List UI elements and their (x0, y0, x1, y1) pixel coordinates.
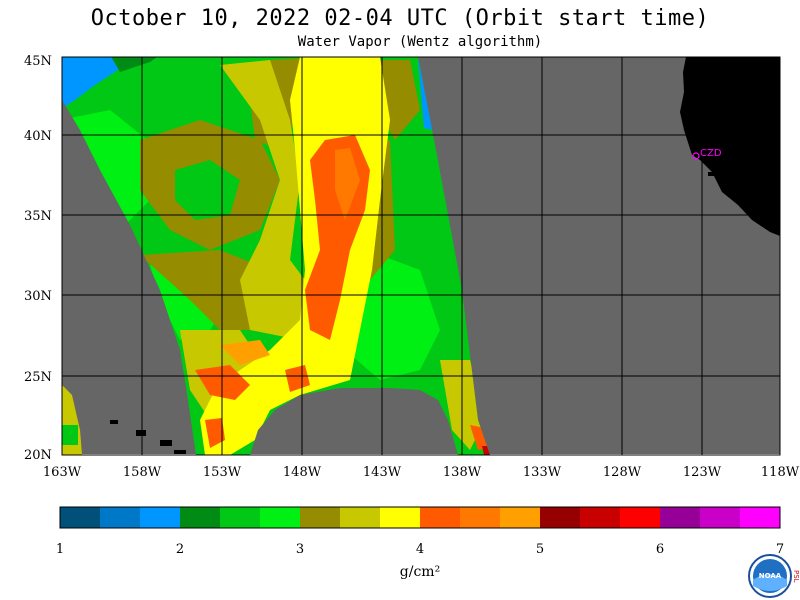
colorbar-tick-3: 3 (296, 542, 304, 557)
colorbar-cell (420, 507, 460, 528)
colorbar-cell (140, 507, 180, 528)
colorbar-tick-5: 5 (536, 542, 544, 557)
lon-label-118w: 118W (761, 465, 800, 480)
colorbar-cell (60, 507, 100, 528)
lon-label-153w: 153W (203, 465, 242, 480)
colorbar-cell (340, 507, 380, 528)
colorbar-tick-4: 4 (416, 542, 424, 557)
psl-side-text: PSL (792, 570, 800, 583)
colorbar-cell (300, 507, 340, 528)
colorbar-tick-2: 2 (176, 542, 184, 557)
colorbar (60, 507, 780, 528)
colorbar-tick-6: 6 (656, 542, 664, 557)
lon-label-133w: 133W (523, 465, 562, 480)
colorbar-cell (660, 507, 700, 528)
lon-label-163w: 163W (43, 465, 82, 480)
lat-label-25n: 25N (24, 370, 52, 385)
station-marker-icon (692, 152, 700, 160)
graticule (62, 57, 780, 455)
lat-label-40n: 40N (24, 129, 52, 144)
map-title: October 10, 2022 02-04 UTC (Orbit start … (90, 6, 710, 31)
lat-label-35n: 35N (24, 209, 52, 224)
colorbar-frame (59, 506, 781, 529)
lat-label-30n: 30N (24, 289, 52, 304)
colorbar-cell (580, 507, 620, 528)
map-subtitle: Water Vapor (Wentz algorithm) (297, 34, 543, 50)
colorbar-tick-1: 1 (56, 542, 64, 557)
lon-label-148w: 148W (283, 465, 322, 480)
land-mask (110, 57, 780, 454)
lon-label-158w: 158W (123, 465, 162, 480)
lon-label-143w: 143W (363, 465, 402, 480)
noaa-logo-icon: NOAA (748, 554, 792, 598)
colorbar-cell (220, 507, 260, 528)
lon-label-138w: 138W (443, 465, 482, 480)
colorbar-units: g/cm² (400, 564, 440, 580)
colorbar-cell (260, 507, 300, 528)
colorbar-cell (180, 507, 220, 528)
colorbar-cell (100, 507, 140, 528)
colorbar-cell (380, 507, 420, 528)
colorbar-cell (700, 507, 740, 528)
colorbar-cell (460, 507, 500, 528)
colorbar-cell (540, 507, 580, 528)
colorbar-cell (500, 507, 540, 528)
lat-label-45n: 45N (24, 54, 52, 69)
station-label: CZD (700, 148, 722, 159)
plot-frame (61, 56, 781, 456)
lon-label-123w: 123W (683, 465, 722, 480)
colorbar-cell (740, 507, 780, 528)
colorbar-cell (620, 507, 660, 528)
colorbar-tick-7: 7 (776, 542, 784, 557)
lat-label-20n: 20N (24, 448, 52, 463)
noaa-logo-text: NOAA (759, 572, 782, 580)
lon-label-128w: 128W (603, 465, 642, 480)
